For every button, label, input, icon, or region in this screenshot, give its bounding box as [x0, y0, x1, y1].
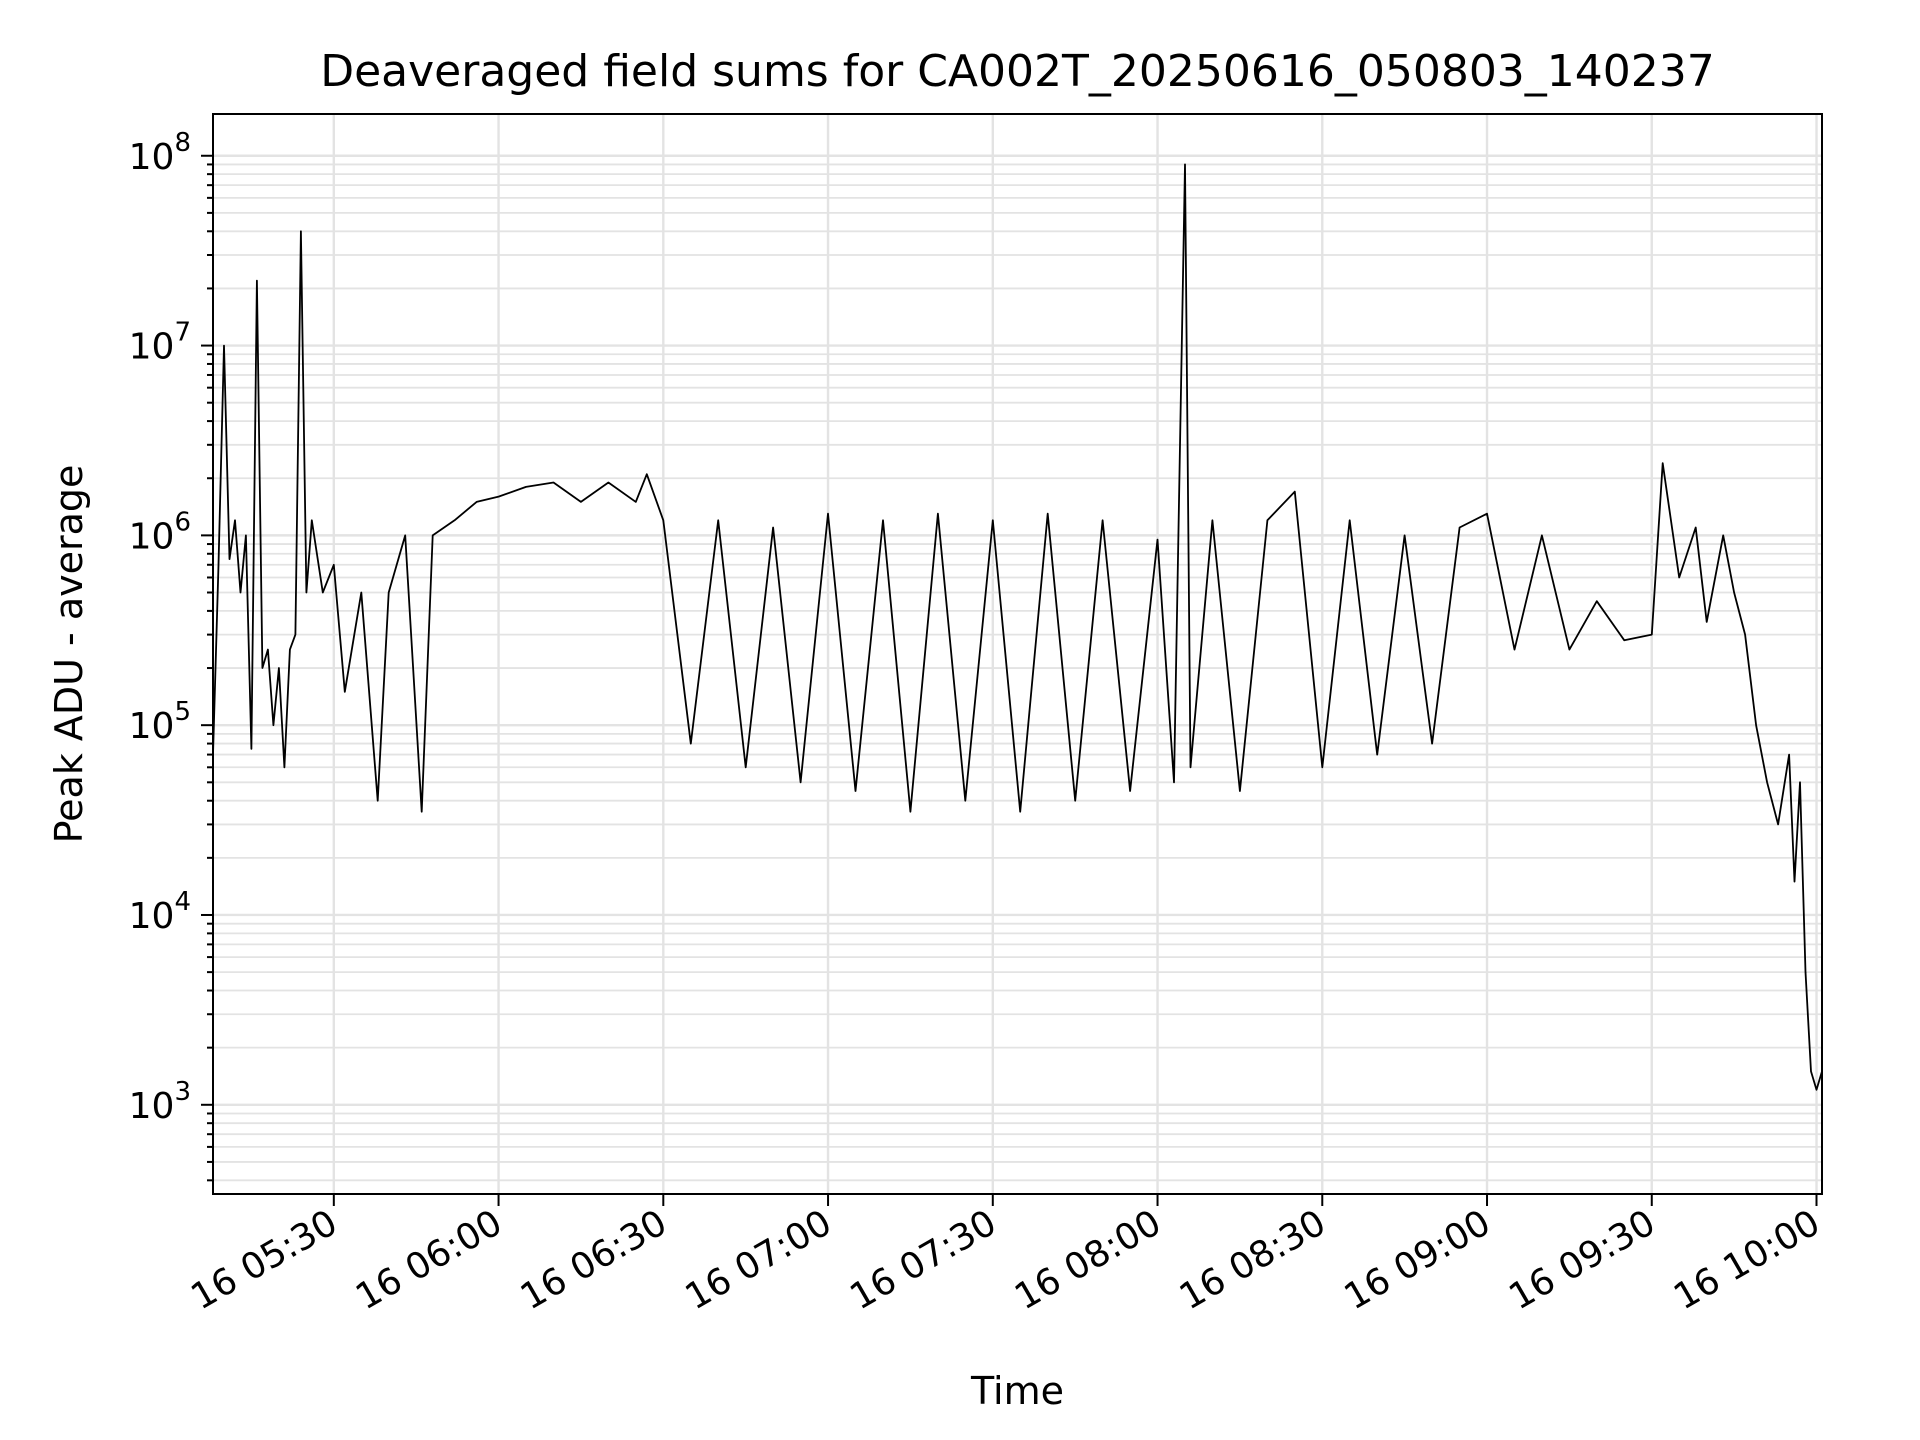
grid — [213, 114, 1822, 1194]
x-tick-label: 16 06:30 — [514, 1202, 674, 1318]
y-tick-label: 104 — [129, 887, 191, 937]
y-tick-label: 105 — [129, 697, 191, 747]
series-line — [212, 163, 1823, 1091]
y-axis-label: Peak ADU - average — [47, 465, 91, 844]
chart-title: Deaveraged field sums for CA002T_2025061… — [320, 46, 1715, 97]
y-tick-label: 107 — [129, 318, 191, 368]
y-tick-label: 103 — [129, 1077, 191, 1127]
plot-frame — [212, 113, 1823, 1195]
x-tick-label: 16 07:30 — [843, 1202, 1003, 1318]
x-tick-label: 16 06:00 — [349, 1202, 509, 1318]
x-tick-label: 16 09:00 — [1338, 1202, 1498, 1318]
y-tick-label: 108 — [129, 128, 191, 178]
x-tick-label: 16 10:00 — [1667, 1202, 1827, 1318]
y-tick-label: 106 — [129, 507, 191, 557]
x-tick-label: 16 08:00 — [1008, 1202, 1168, 1318]
x-tick-label: 16 07:00 — [679, 1202, 839, 1318]
series-layer — [212, 163, 1823, 1091]
x-tick-label: 16 08:30 — [1173, 1202, 1333, 1318]
y-axis-ticks: 103 104 105 106 107 108 — [129, 128, 213, 1182]
x-axis-label: Time — [970, 1369, 1064, 1413]
x-axis-ticks: 16 05:30 16 06:00 16 06:30 16 07:00 16 07:30… — [184, 1194, 1827, 1318]
x-tick-label: 16 05:30 — [184, 1202, 344, 1318]
x-tick-label: 16 09:30 — [1502, 1202, 1662, 1318]
